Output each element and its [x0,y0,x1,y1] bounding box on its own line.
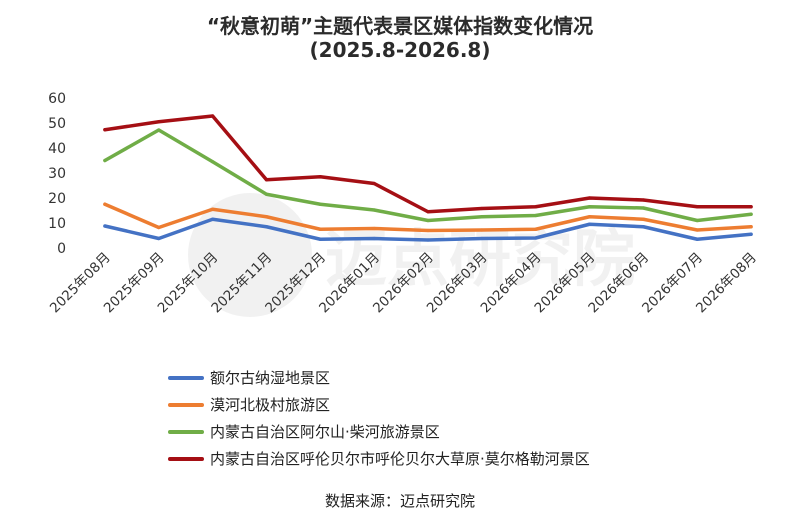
data-point [695,228,699,232]
legend-swatch [168,402,204,407]
data-point [318,237,322,241]
data-point [157,225,161,230]
y-tick-label: 10 [48,216,66,232]
legend-label: 内蒙古自治区阿尔山·柴河旅游景区 [210,423,440,441]
series-line-3 [103,114,753,214]
data-point [587,205,592,209]
data-point [641,217,645,221]
series-line-1 [103,202,753,233]
y-tick-label: 20 [48,191,66,207]
data-point [103,158,107,163]
data-point [641,225,645,229]
data-point [157,120,161,124]
legend-item: 额尔古纳湿地景区 [168,364,590,391]
y-tick-label: 50 [48,116,66,132]
data-point [103,224,107,228]
data-point [318,202,322,206]
data-point [264,192,269,196]
series-lines [103,114,753,242]
y-tick-label: 60 [48,91,66,107]
line-chart: 0 10 20 30 40 50 60 2025年08月2025年09月2025年10月20… [47,91,760,317]
data-point [534,205,538,209]
data-point [426,238,430,242]
data-point [749,212,753,216]
data-point [695,237,699,241]
data-point [318,227,322,231]
y-axis: 0 10 20 30 40 50 60 [48,91,66,257]
data-source: 数据来源：迈点研究院 [324,492,475,510]
legend-label: 额尔古纳湿地景区 [210,369,331,387]
data-point [264,225,269,229]
data-point [426,210,430,214]
legend-label: 漠河北极村旅游区 [210,396,331,414]
data-point [749,205,753,209]
legend-swatch [168,429,204,434]
data-point [426,218,430,223]
data-point [587,222,592,226]
data-point [103,202,107,206]
data-point [749,225,753,229]
data-point [695,205,699,209]
data-point [480,206,484,211]
data-point [211,217,215,221]
data-point [587,196,592,200]
x-axis: 2025年08月2025年09月2025年10月2025年11月2025年12月… [47,250,760,317]
data-point [641,198,645,202]
data-point [372,226,376,231]
data-point [372,181,376,186]
y-tick-label: 0 [57,241,66,257]
legend-swatch [168,456,204,461]
data-point [695,218,699,223]
data-point [641,206,645,210]
legend-swatch [168,375,204,380]
data-point [103,128,107,132]
data-point [534,227,538,231]
legend-label: 内蒙古自治区呼伦贝尔市呼伦贝尔大草原·莫尔格勒河景区 [210,450,590,468]
chart-title: “秋意初萌”主题代表景区媒体指数变化情况 [206,14,594,38]
data-point [157,128,161,132]
data-point [426,228,430,233]
y-tick-label: 30 [48,166,66,182]
y-tick-label: 40 [48,141,66,157]
data-point [480,215,484,219]
data-point [480,228,484,232]
data-point [534,236,538,240]
data-point [372,236,376,241]
data-point [264,178,269,182]
data-point [372,208,376,212]
chart-subtitle: (2025.8-2026.8) [309,38,491,62]
data-point [157,236,161,241]
data-point [211,114,215,118]
data-point [749,232,753,236]
data-point [211,207,215,211]
data-point [264,215,269,219]
data-point [534,213,538,218]
legend: 额尔古纳湿地景区 漠河北极村旅游区内蒙古自治区阿尔山·柴河旅游景区内蒙古自治区呼伦… [168,364,590,472]
series-line-2 [103,128,753,223]
legend-item: 内蒙古自治区阿尔山·柴河旅游景区 [168,418,590,445]
data-point [318,175,322,179]
data-point [587,215,592,219]
legend-item: 内蒙古自治区呼伦贝尔市呼伦贝尔大草原·莫尔格勒河景区 [168,445,590,472]
data-point [480,236,484,241]
legend-item: 漠河北极村旅游区 [168,391,590,418]
data-point [211,160,215,164]
